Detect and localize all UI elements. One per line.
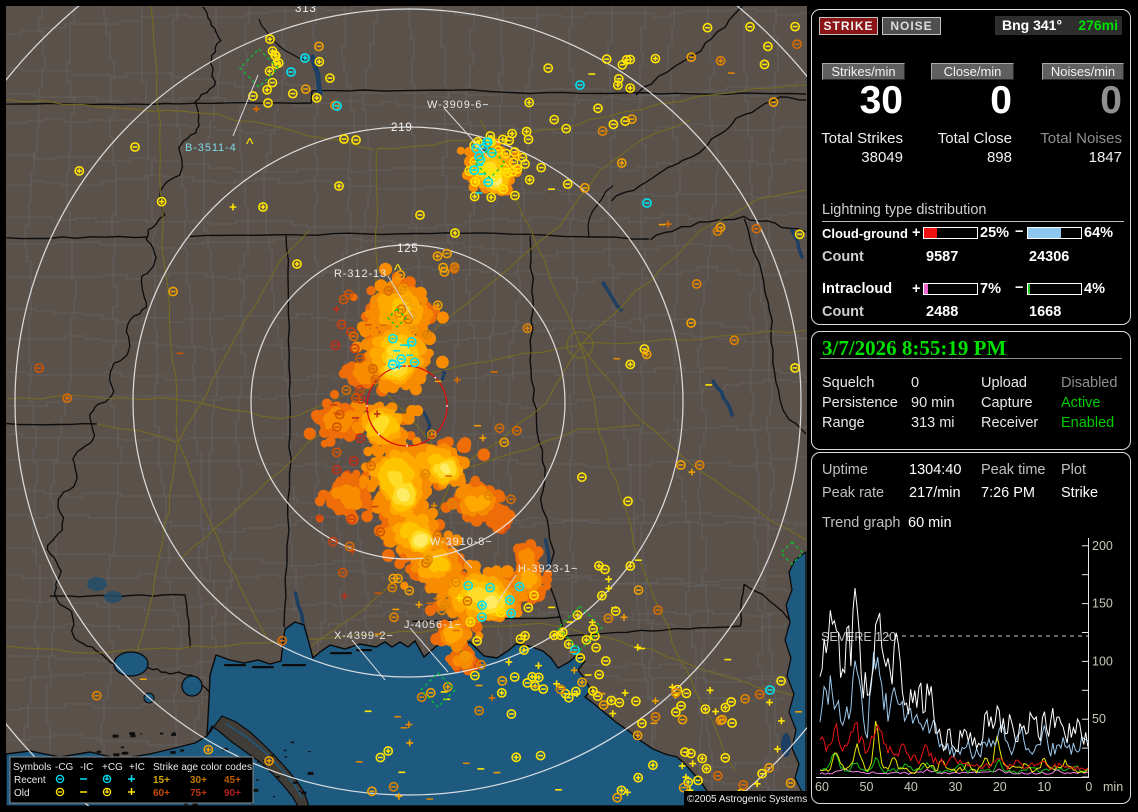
svg-text:10: 10 — [1037, 780, 1051, 794]
svg-text:B-3511-4: B-3511-4 — [185, 142, 237, 154]
svg-text:45+: 45+ — [224, 775, 241, 786]
svg-text:min: min — [1103, 780, 1123, 794]
svg-text:©2005 Astrogenic Systems: ©2005 Astrogenic Systems — [687, 794, 807, 805]
svg-text:SEVERE 120: SEVERE 120 — [821, 630, 896, 644]
svg-text:-CG: -CG — [55, 762, 74, 773]
svg-text:Recent: Recent — [14, 775, 46, 786]
svg-text:H-3923-1−: H-3923-1− — [518, 563, 578, 575]
svg-text:75+: 75+ — [190, 788, 207, 799]
svg-text:150: 150 — [1092, 597, 1113, 611]
svg-text:50: 50 — [860, 780, 874, 794]
svg-text:60+: 60+ — [153, 788, 170, 799]
svg-text:Symbols: Symbols — [13, 762, 51, 773]
svg-text:W-3909-6−: W-3909-6− — [427, 99, 490, 111]
svg-text:313: 313 — [295, 3, 317, 15]
svg-text:20: 20 — [993, 780, 1007, 794]
svg-text:^: ^ — [246, 136, 254, 153]
svg-text:90+: 90+ — [224, 788, 241, 799]
svg-text:219: 219 — [391, 122, 413, 134]
svg-text:40: 40 — [904, 780, 918, 794]
svg-text:Old: Old — [14, 788, 30, 799]
svg-text:100: 100 — [1092, 654, 1113, 668]
svg-text:50: 50 — [1092, 712, 1106, 726]
svg-text:Strike age color codes: Strike age color codes — [153, 762, 252, 773]
svg-text:^: ^ — [394, 262, 402, 279]
svg-text:+IC: +IC — [129, 762, 145, 773]
svg-text:60: 60 — [815, 780, 829, 794]
svg-text:W-3910-8−: W-3910-8− — [430, 536, 493, 548]
svg-text:125: 125 — [397, 243, 419, 255]
svg-text:15+: 15+ — [153, 775, 170, 786]
svg-text:0: 0 — [1085, 780, 1092, 794]
svg-text:-IC: -IC — [80, 762, 93, 773]
svg-text:J-4056-1−: J-4056-1− — [404, 619, 462, 631]
svg-text:X-4399-2−: X-4399-2− — [334, 630, 394, 642]
svg-text:30+: 30+ — [190, 775, 207, 786]
svg-text:R-312-13: R-312-13 — [334, 268, 387, 280]
svg-text:+CG: +CG — [102, 762, 123, 773]
svg-text:30: 30 — [948, 780, 962, 794]
svg-text:200: 200 — [1092, 539, 1113, 553]
